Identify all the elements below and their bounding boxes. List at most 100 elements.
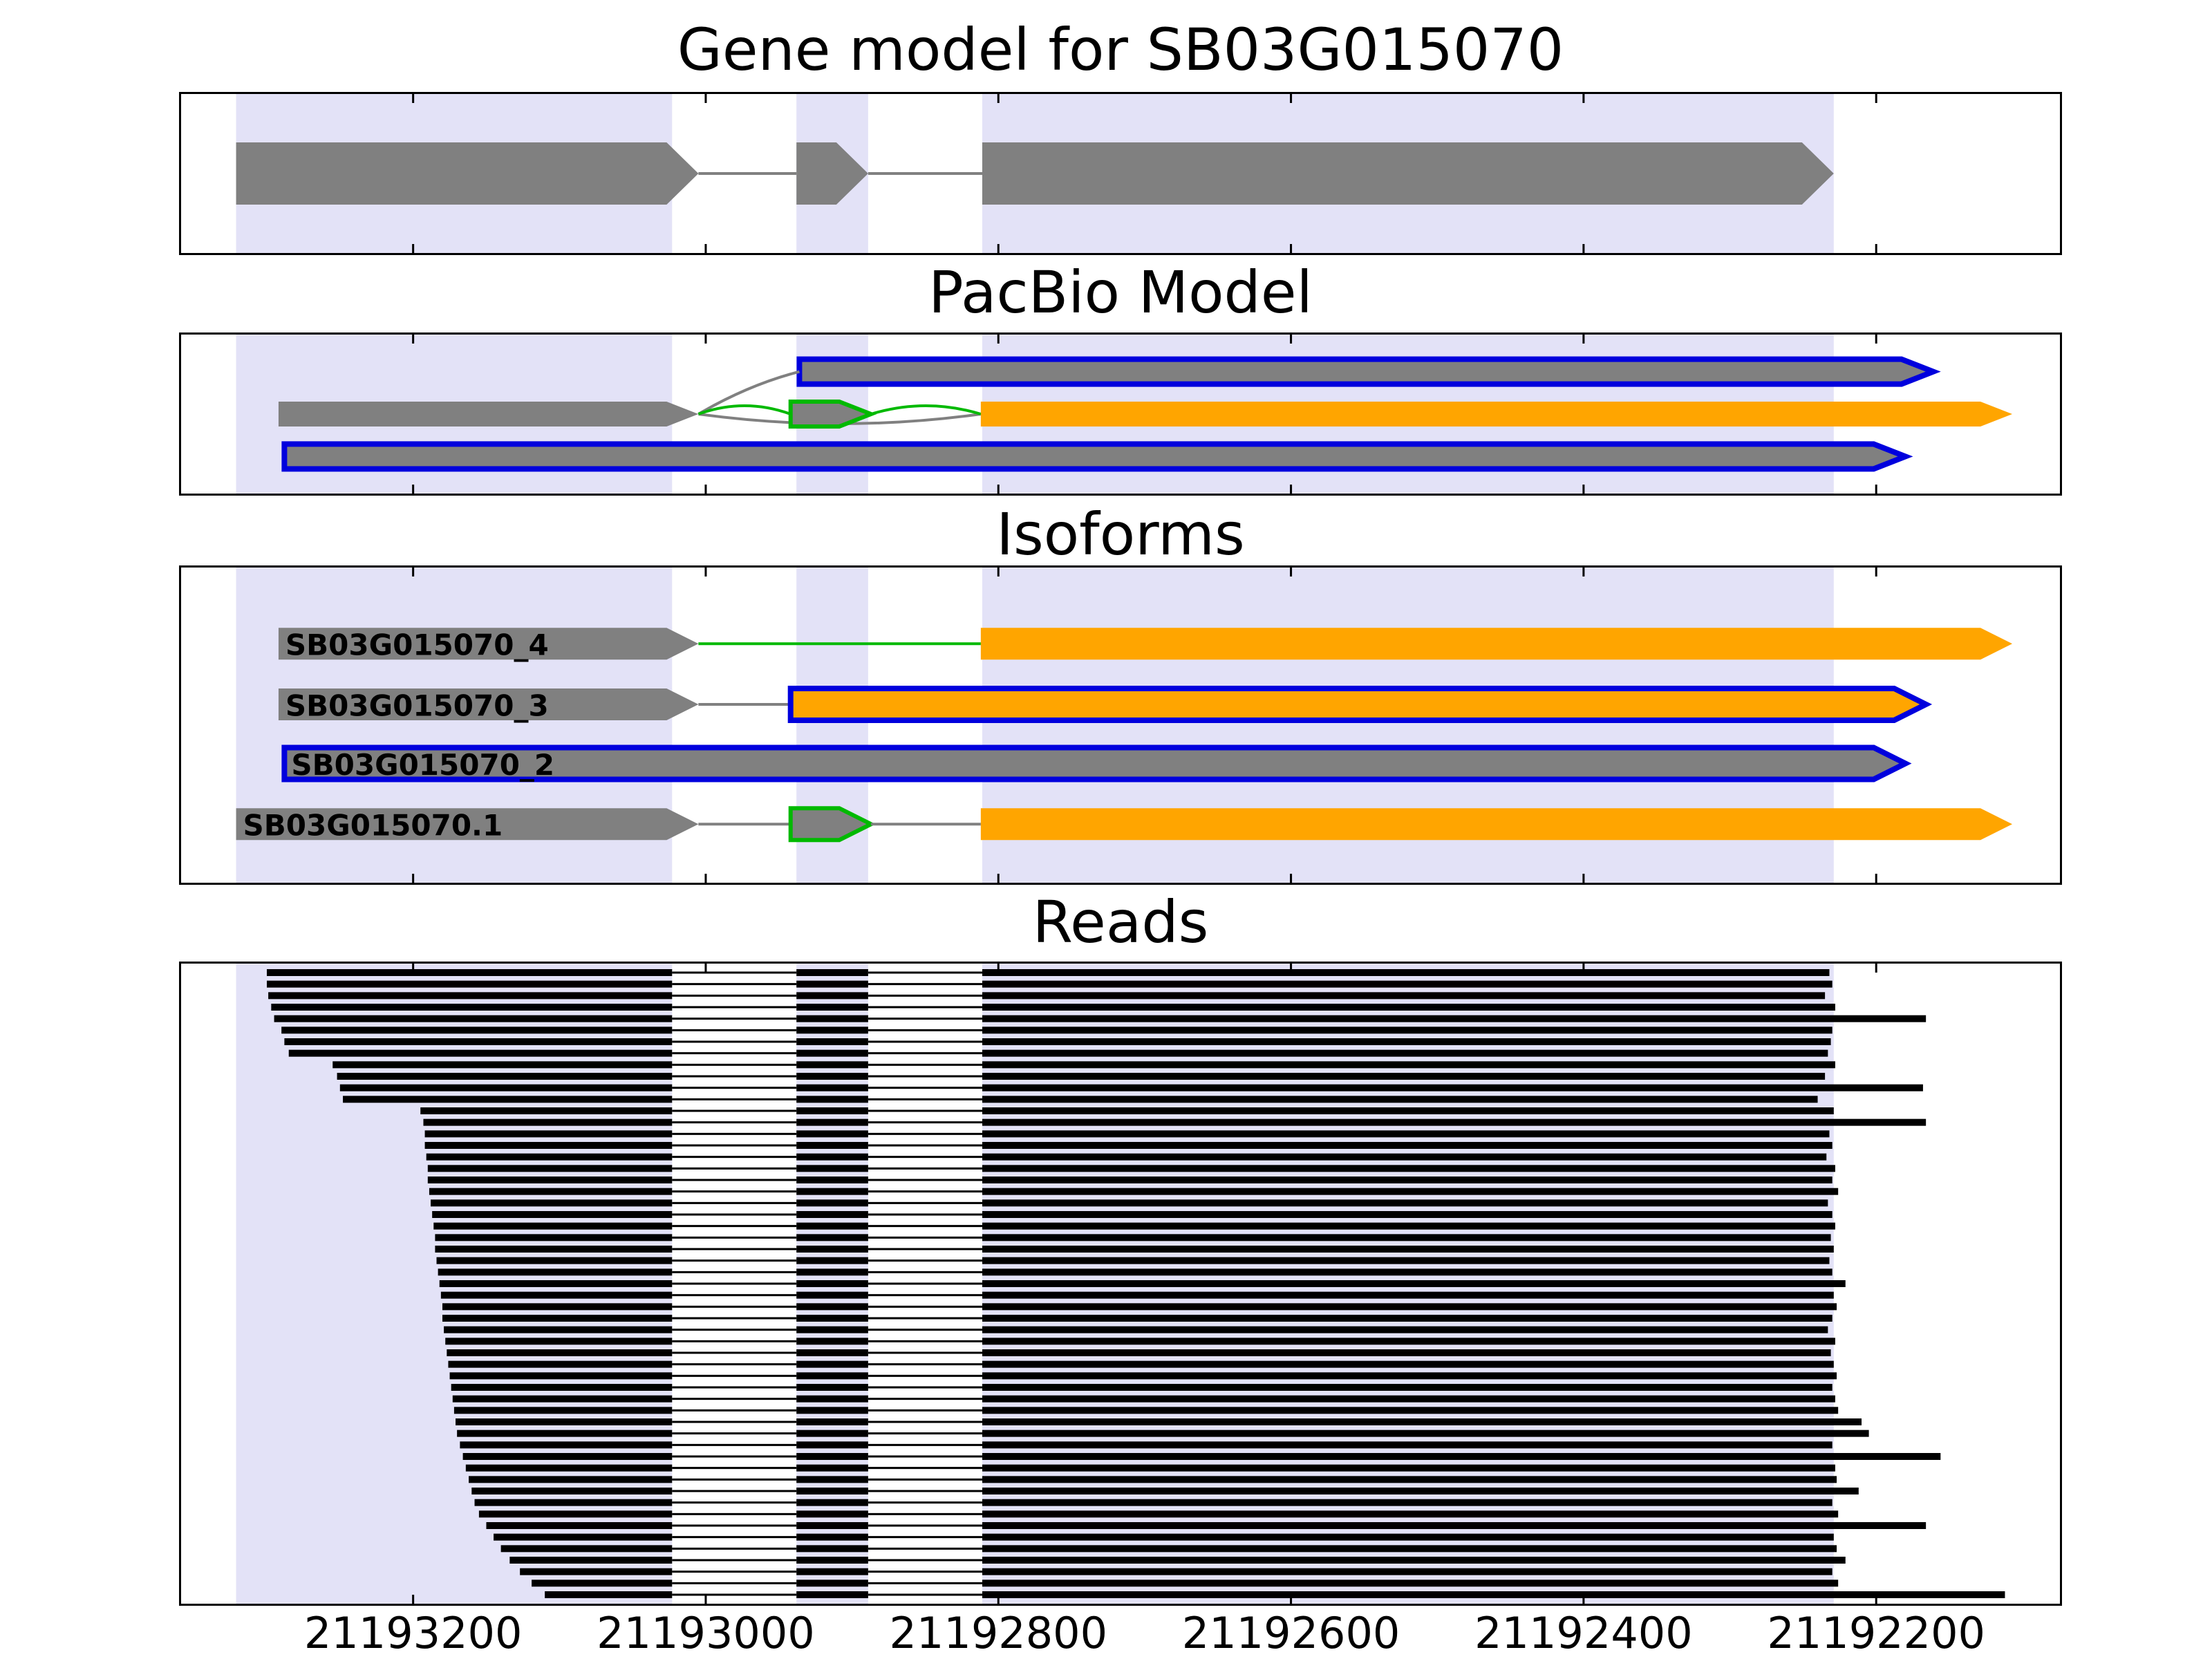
read-exon [460,1441,673,1449]
read-row [271,1004,1835,1011]
read-row [424,1142,1833,1149]
read-exon [796,1464,868,1472]
read-exon [796,1384,868,1391]
read-row [423,1118,1927,1126]
exon-arrow [281,441,1913,472]
read-exon [452,1395,673,1403]
read-exon [796,1522,868,1529]
read-exon [796,980,868,988]
exon-arrow [787,685,1933,723]
read-exon [982,1384,1833,1391]
read-exon [796,1557,868,1564]
read-row [532,1580,1839,1587]
read-row [465,1464,1835,1472]
read-exon [432,1211,673,1218]
read-exon [500,1545,673,1553]
read-row [281,1027,1833,1034]
read-exon [796,1499,868,1506]
read-row [424,1130,1830,1138]
read-exon [796,1510,868,1518]
feature-row [281,441,1913,472]
exon-arrow [278,688,699,720]
read-exon [796,1545,868,1553]
read-exon [274,1015,673,1022]
read-exon [796,1476,868,1483]
read-exon [456,1418,673,1425]
read-row [442,1303,1837,1311]
read-exon [520,1568,673,1575]
read-exon [796,1061,868,1069]
read-row [440,1291,1834,1299]
feature-row: SB03G015070.1 [236,806,2013,843]
read-exon [494,1533,673,1541]
read-exon [982,1246,1834,1253]
read-exon [982,1418,1862,1425]
read-row [266,980,1833,988]
reads-title: Reads [1032,888,1209,956]
read-exon [796,1246,868,1253]
x-tick-label: 21193200 [303,1608,523,1658]
read-exon [796,1568,868,1575]
read-exon [796,1118,868,1126]
exon-arrow [278,402,699,427]
gene_model-plot [179,92,2062,255]
read-exon [427,1177,673,1183]
read-exon [462,1453,673,1460]
read-exon [478,1510,673,1518]
read-exon [796,1153,868,1161]
read-exon [982,1199,1828,1207]
read-exon [982,1142,1833,1149]
read-exon [447,1349,673,1356]
read-exon [332,1061,673,1069]
read-row [431,1199,1828,1207]
read-exon [982,1591,2005,1598]
exon-arrow [980,808,2013,841]
read-exon [982,1165,1835,1172]
read-exon [796,1580,868,1587]
read-row [433,1222,1835,1230]
read-exon [796,1280,868,1287]
read-exon [442,1315,673,1322]
read-exon [796,1418,868,1425]
read-row [284,1038,1831,1045]
read-exon [545,1591,673,1598]
read-exon [796,1430,868,1437]
read-exon [982,1453,1941,1460]
read-row [442,1315,1833,1322]
feature-row: SB03G015070_3 [278,685,1933,723]
read-exon [796,1315,868,1322]
read-exon [982,1188,1839,1195]
read-row [436,1257,1830,1264]
read-row [494,1533,1834,1541]
read-exon [796,1591,868,1598]
read-exon [796,1222,868,1230]
read-exon [796,1326,868,1333]
read-row [447,1349,1831,1356]
read-exon [532,1580,673,1587]
exon-arrow [281,744,1912,782]
read-exon [982,1372,1837,1380]
read-row [429,1188,1839,1195]
read-exon [436,1257,673,1264]
read-exon [982,1349,1831,1356]
read-exon [982,1257,1830,1264]
read-row [469,1476,1837,1483]
read-exon [271,1004,673,1011]
read-exon [982,1027,1833,1034]
read-exon [982,1338,1835,1345]
read-exon [796,1130,868,1138]
read-exon [982,1096,1818,1103]
read-exon [449,1372,673,1380]
read-exon [423,1118,673,1126]
read-exon [281,1027,673,1034]
read-exon [438,1268,673,1276]
x-tick-label: 21192200 [1767,1608,1985,1658]
read-exon [268,992,673,1000]
exon-arrow [796,356,1941,387]
read-exon [471,1488,673,1494]
x-tick-label: 21192600 [1181,1608,1400,1658]
read-exon [486,1522,673,1529]
read-exon [982,1038,1831,1045]
read-exon [796,992,868,1000]
